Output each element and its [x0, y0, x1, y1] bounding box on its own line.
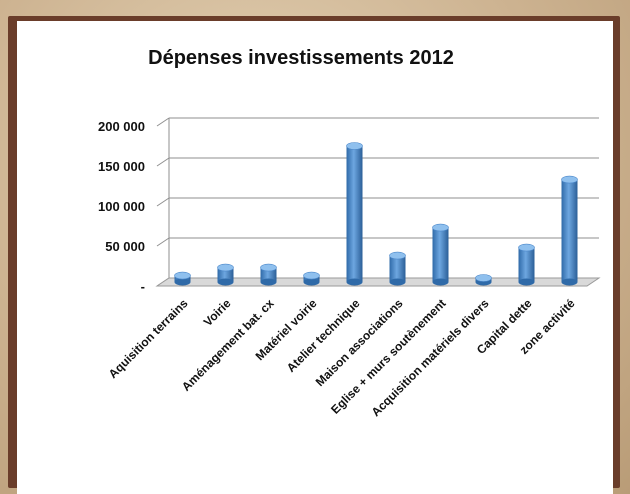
bar-base [432, 278, 449, 286]
bar-top [303, 271, 320, 280]
bar-base [217, 278, 234, 286]
y-tick-label: 50 000 [105, 239, 145, 254]
bar-top [260, 263, 277, 272]
bar-base [174, 278, 191, 286]
x-tick-label: Aquisition terrains [106, 296, 191, 381]
bar [346, 142, 363, 286]
bar [475, 274, 492, 286]
chart-card: Dépenses investissements 2012 - 50 000 100… [17, 21, 613, 494]
bar-top [389, 251, 406, 260]
bar-top [174, 271, 191, 280]
bar-base [561, 278, 578, 286]
y-tick-label: 100 000 [98, 199, 145, 214]
bar [260, 263, 277, 286]
bar-top [518, 243, 535, 252]
bar-base [389, 278, 406, 286]
bar-body [432, 227, 449, 282]
bar-body [260, 267, 277, 282]
y-tick-label: 150 000 [98, 159, 145, 174]
gridline-diagonal [156, 197, 170, 207]
bar-top [561, 175, 578, 184]
bar-chart: Dépenses investissements 2012 - 50 000 100… [98, 47, 601, 419]
bars [174, 142, 578, 286]
bar-body [518, 247, 535, 282]
chart-title: Dépenses investissements 2012 [148, 47, 454, 69]
bar-top [475, 274, 492, 282]
y-tick-label: - [141, 279, 145, 294]
bar-base [518, 278, 535, 286]
bar [217, 263, 234, 286]
bar [174, 271, 191, 286]
bar-body [346, 146, 363, 282]
bar-top [346, 142, 363, 150]
gridline-diagonal [156, 157, 170, 167]
bar-base [346, 278, 363, 286]
bar [561, 175, 578, 286]
x-tick-label: Atelier technique [284, 296, 363, 375]
bar-body [217, 267, 234, 282]
bar [432, 223, 449, 286]
bar-base [260, 278, 277, 286]
bar-top [432, 223, 449, 232]
bar [303, 271, 320, 286]
bar [518, 243, 535, 286]
bar [389, 251, 406, 286]
bar-top [217, 263, 234, 272]
gridline-diagonal [156, 117, 170, 127]
bar-body [561, 179, 578, 282]
bar-base [303, 278, 320, 286]
x-tick-label: Voirie [201, 296, 234, 329]
bar-body [389, 255, 406, 282]
y-tick-label: 200 000 [98, 119, 145, 134]
y-axis-ticks: - 50 000 100 000 150 000 200 000 [98, 119, 145, 294]
gridline-diagonal [156, 237, 170, 247]
